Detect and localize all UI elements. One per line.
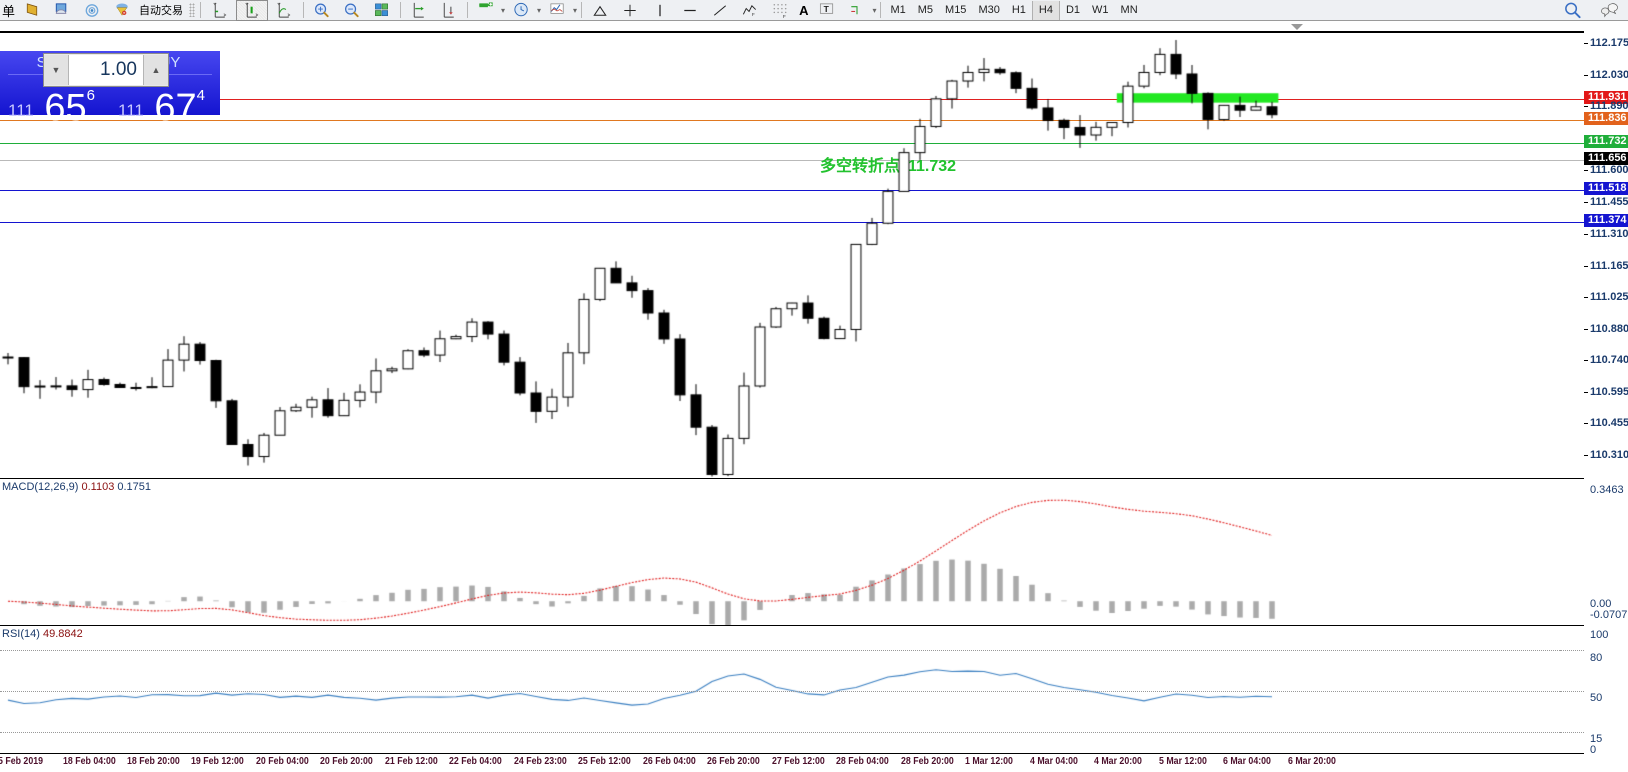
svg-text:F: F <box>752 12 755 18</box>
svg-text:F: F <box>783 14 786 20</box>
svg-text:T: T <box>824 3 830 13</box>
